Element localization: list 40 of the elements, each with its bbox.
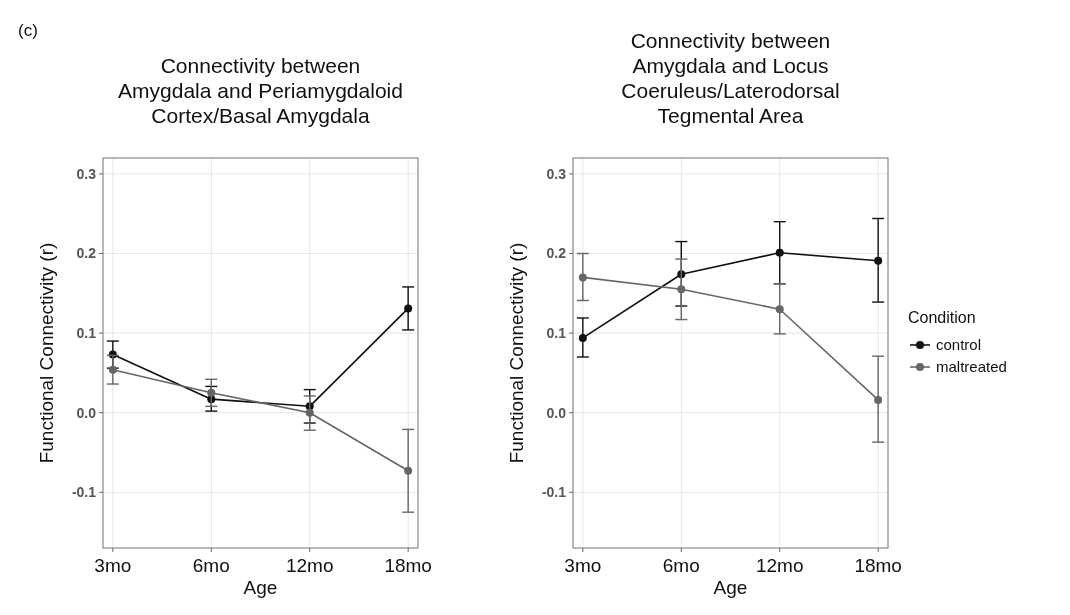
x-axis-title: Age [713, 577, 748, 598]
y-axis-title: Functional Connectivity (r) [36, 242, 57, 464]
y-axis-title: Functional Connectivity (r) [506, 242, 527, 464]
y-tick-label: 0.3 [76, 165, 97, 182]
y-tick-label: 0.1 [546, 325, 567, 341]
x-axis-title: Age [243, 577, 278, 598]
y-tick-label: 0.1 [76, 325, 97, 341]
x-tick-label: 12mo [755, 555, 804, 576]
point [775, 248, 784, 257]
point [578, 273, 587, 282]
x-tick-label: 18mo [854, 555, 902, 576]
chart-title: Connectivity between Amygdala and Periamygdaloid Cortex/Basal Amygdala [118, 54, 403, 127]
point [874, 256, 883, 265]
x-tick-label: 3mo [564, 555, 602, 576]
x-tick-label: 18mo [384, 555, 432, 576]
x-tick-label: 12mo [285, 555, 334, 576]
point [775, 305, 784, 314]
y-tick-label: 0.0 [546, 404, 567, 421]
y-tick-label: 0.3 [546, 165, 567, 182]
point [108, 365, 117, 374]
legend-title: Condition [908, 309, 976, 326]
point [305, 408, 314, 417]
legend-label: control [936, 336, 982, 354]
legend-label: maltreated [936, 358, 1007, 376]
x-tick-label: 6mo [662, 555, 700, 576]
point [404, 304, 413, 313]
point [404, 466, 413, 475]
point [874, 395, 883, 404]
y-tick-label: 0.2 [76, 245, 97, 262]
y-tick-label: 0.2 [546, 245, 567, 262]
point [578, 333, 587, 342]
x-tick-label: 6mo [192, 555, 230, 576]
text: (c) [18, 21, 38, 40]
point [207, 388, 216, 397]
y-tick-label: -0.1 [541, 484, 567, 501]
y-tick-label: -0.1 [71, 484, 97, 501]
point [677, 285, 686, 294]
y-tick-label: 0.0 [76, 404, 97, 421]
chart-title: Connectivity between Amygdala and Locus Coeruleus/Laterodorsal Tegmental Area [621, 29, 840, 127]
x-tick-label: 3mo [94, 555, 132, 576]
